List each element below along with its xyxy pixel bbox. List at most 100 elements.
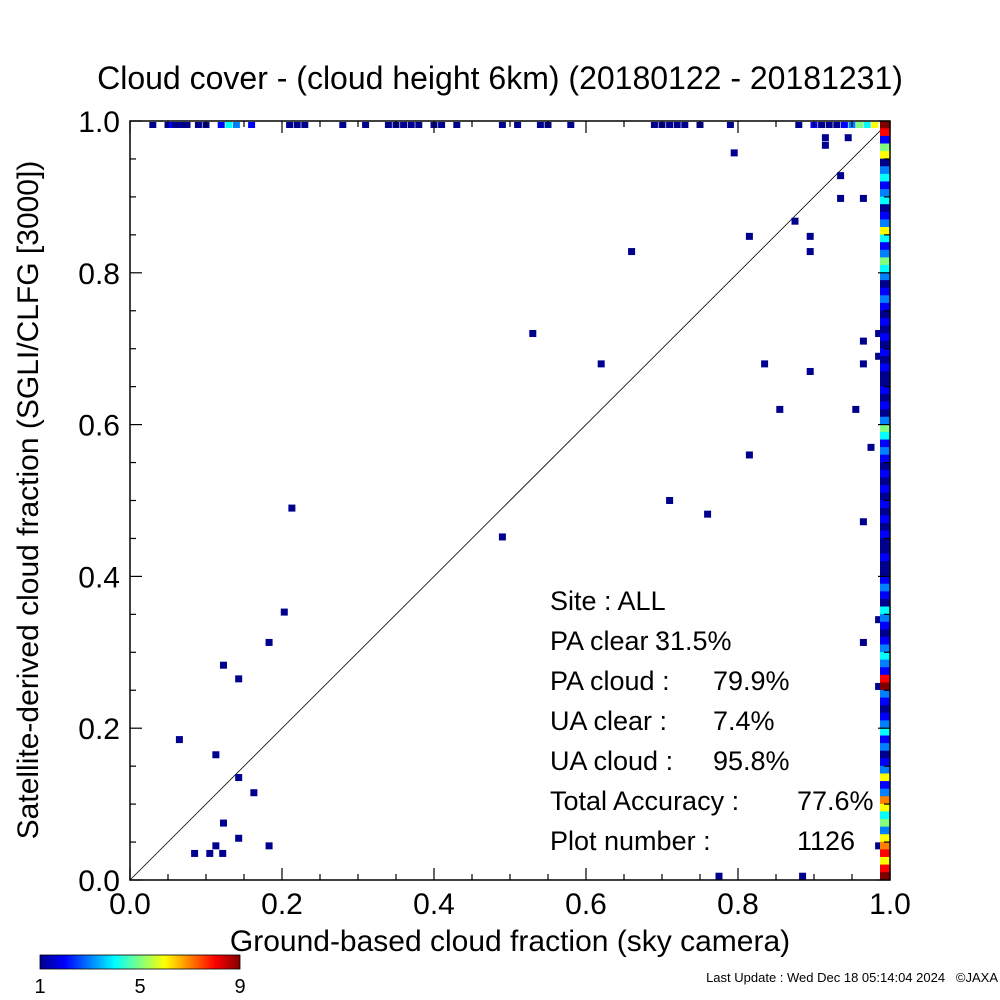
data-point bbox=[867, 443, 875, 451]
data-point bbox=[288, 504, 296, 512]
data-point bbox=[880, 295, 890, 304]
data-point bbox=[666, 497, 674, 504]
data-point bbox=[880, 856, 890, 866]
data-point bbox=[880, 272, 890, 281]
chart-title: Cloud cover - (cloud height 6km) (201801… bbox=[97, 60, 903, 96]
stat-value: 7.4% bbox=[713, 706, 775, 736]
data-point bbox=[880, 788, 890, 797]
data-point bbox=[880, 227, 890, 236]
data-point bbox=[880, 568, 890, 577]
data-point bbox=[880, 720, 890, 729]
data-point bbox=[745, 451, 753, 459]
data-point bbox=[880, 348, 890, 357]
data-point bbox=[880, 629, 890, 638]
data-point bbox=[880, 834, 890, 843]
data-point bbox=[880, 659, 890, 668]
data-point bbox=[880, 333, 890, 342]
data-point bbox=[880, 302, 890, 311]
data-point bbox=[880, 500, 890, 509]
data-point bbox=[875, 682, 883, 690]
data-point bbox=[339, 122, 347, 128]
data-point bbox=[880, 439, 890, 448]
data-point bbox=[806, 248, 814, 256]
data-point bbox=[840, 122, 848, 128]
data-point bbox=[880, 469, 890, 478]
data-point bbox=[880, 674, 890, 683]
data-point bbox=[837, 172, 845, 180]
data-point bbox=[730, 149, 738, 157]
data-point bbox=[880, 447, 890, 456]
data-point bbox=[880, 636, 890, 645]
data-point bbox=[880, 318, 890, 327]
data-point bbox=[875, 330, 883, 338]
data-point bbox=[880, 166, 890, 175]
stat-label: Plot number : bbox=[550, 826, 711, 856]
data-point bbox=[821, 141, 829, 149]
data-point bbox=[880, 242, 890, 251]
data-point bbox=[799, 872, 807, 880]
data-point bbox=[880, 325, 890, 334]
stat-value: 79.9% bbox=[713, 666, 790, 696]
data-point bbox=[453, 122, 461, 128]
data-point bbox=[880, 560, 890, 570]
data-point bbox=[880, 781, 890, 790]
stat-label: PA clear : bbox=[550, 626, 664, 656]
data-point bbox=[438, 122, 446, 128]
data-point bbox=[880, 826, 890, 835]
data-point bbox=[265, 638, 273, 646]
data-point bbox=[880, 819, 890, 828]
stat-label: PA cloud : bbox=[550, 666, 670, 696]
y-tick-label: 1.0 bbox=[78, 106, 120, 139]
colorbar-gradient bbox=[39, 954, 241, 970]
y-axis-label: Satellite-derived cloud fraction (SGLI/C… bbox=[12, 161, 45, 840]
y-tick-label: 0.8 bbox=[78, 258, 120, 291]
y-tick-label: 0.2 bbox=[78, 713, 120, 746]
stats-box: Site : ALL PA clear :31.5% PA cloud : 79.9%… bbox=[550, 586, 874, 856]
x-tick-label: 1.0 bbox=[869, 888, 911, 921]
data-point bbox=[880, 644, 890, 653]
stat-label: UA cloud : bbox=[550, 746, 673, 776]
data-point bbox=[179, 122, 187, 128]
data-point bbox=[880, 181, 890, 190]
data-point bbox=[415, 122, 423, 128]
data-point bbox=[172, 122, 180, 128]
data-point bbox=[880, 189, 890, 198]
data-point bbox=[880, 378, 890, 387]
data-point bbox=[880, 416, 890, 425]
data-point bbox=[498, 122, 506, 128]
data-point bbox=[880, 454, 890, 463]
data-point bbox=[806, 232, 814, 240]
x-tick-label: 0.2 bbox=[261, 888, 303, 921]
data-point bbox=[880, 363, 890, 372]
x-tick-label: 0.4 bbox=[413, 888, 455, 921]
data-point bbox=[863, 122, 871, 128]
data-point bbox=[745, 232, 753, 240]
data-point bbox=[880, 727, 890, 737]
data-point bbox=[880, 219, 890, 228]
data-point bbox=[250, 789, 258, 797]
data-point bbox=[880, 424, 890, 433]
data-point bbox=[362, 122, 370, 128]
data-point bbox=[880, 841, 890, 850]
data-point bbox=[856, 122, 864, 128]
data-point bbox=[880, 523, 890, 532]
data-point bbox=[880, 621, 890, 630]
data-point bbox=[880, 340, 890, 349]
x-tick-label: 0.6 bbox=[565, 888, 607, 921]
y-tick-label: 0.4 bbox=[78, 561, 120, 594]
data-point bbox=[149, 122, 157, 128]
last-update-text: Last Update : Wed Dec 18 05:14:04 2024 bbox=[706, 970, 946, 985]
data-point bbox=[880, 872, 890, 881]
data-point bbox=[191, 849, 199, 857]
data-point bbox=[232, 122, 240, 128]
stat-label: Site : ALL bbox=[550, 586, 666, 616]
copyright-text: ©JAXA bbox=[955, 970, 998, 985]
data-point bbox=[761, 360, 769, 368]
data-point bbox=[837, 194, 845, 202]
stat-value: 95.8% bbox=[713, 746, 790, 776]
data-point bbox=[217, 122, 225, 128]
data-point bbox=[880, 158, 890, 167]
stat-label: UA clear : bbox=[550, 706, 667, 736]
data-point bbox=[880, 128, 890, 137]
